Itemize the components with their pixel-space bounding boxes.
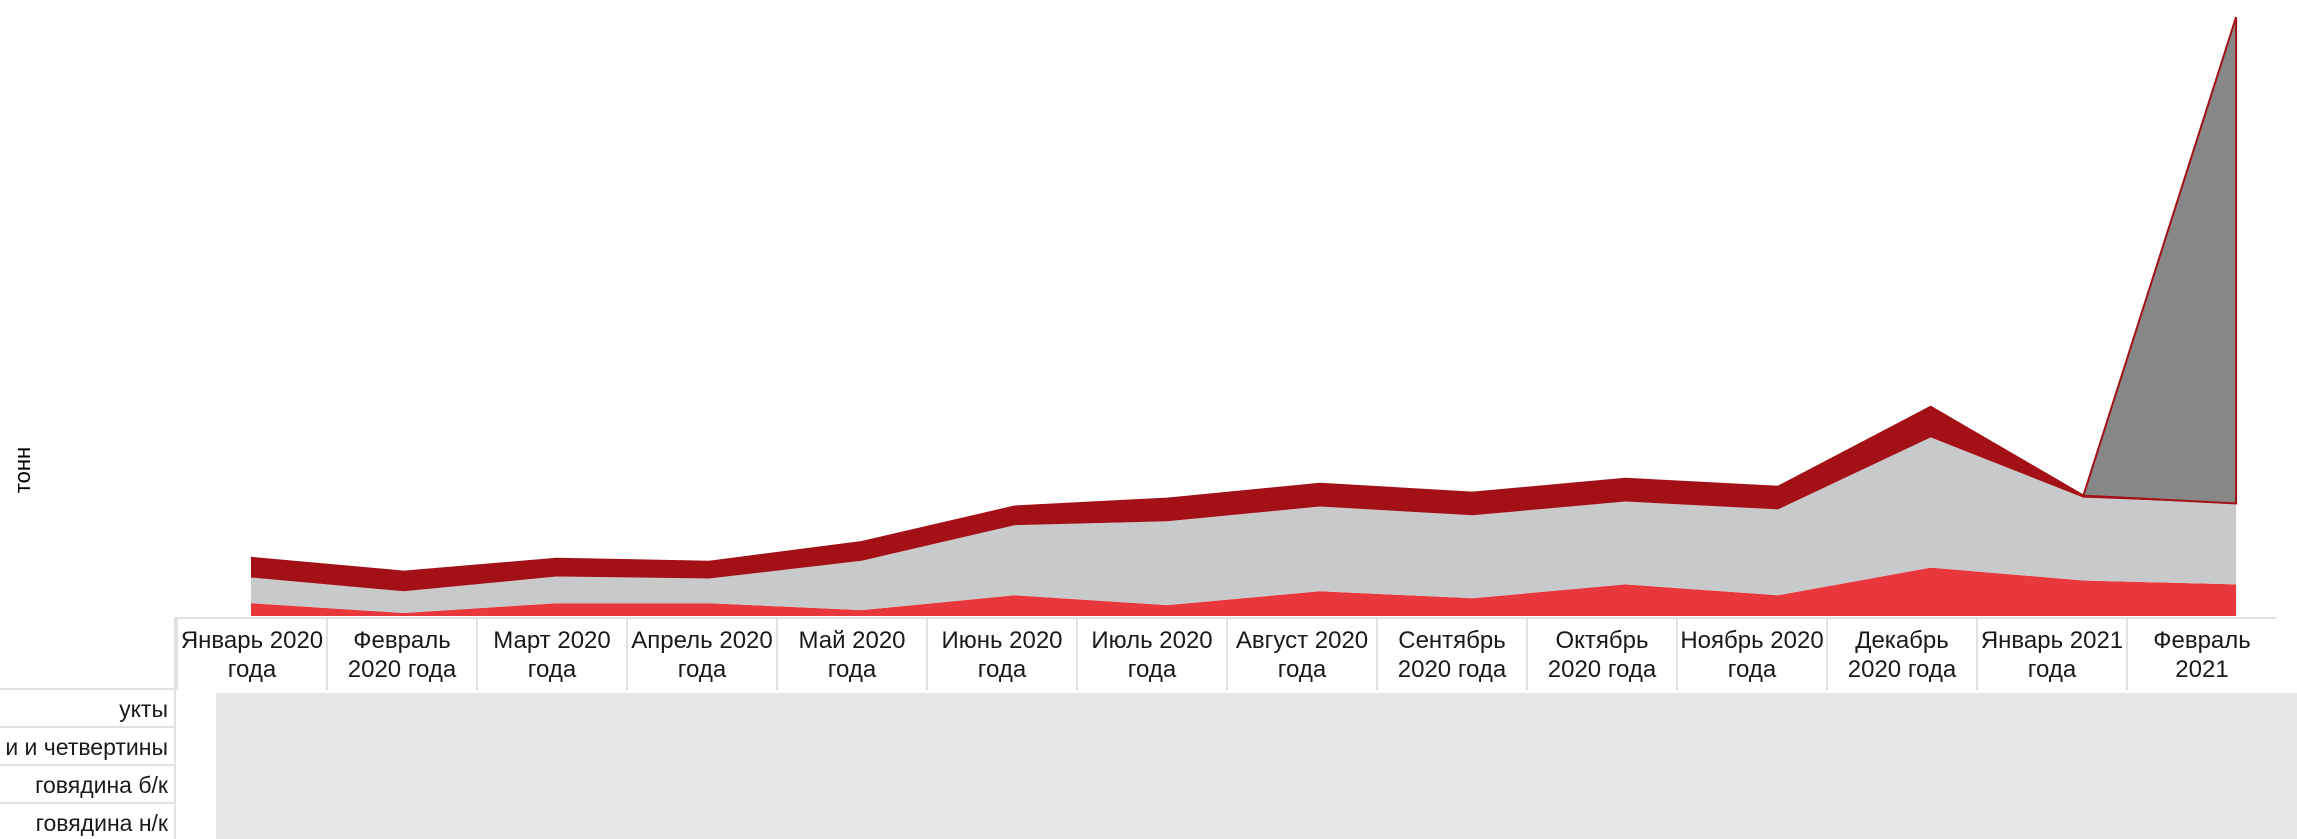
table-row-label-1: и и четвертины xyxy=(0,726,176,764)
category-label-0: Январь 2020 года xyxy=(176,619,326,690)
area-series-1 xyxy=(251,437,2237,613)
category-label-9: Октябрь 2020 года xyxy=(1526,619,1676,690)
y-axis-label: тонн xyxy=(8,430,38,510)
area-series-2 xyxy=(251,406,2237,592)
table-row-label-2: говядина б/к xyxy=(0,764,176,802)
table-header-row: Январь 2020 года Февраль 2020 года Март 20… xyxy=(176,617,2276,690)
table-divider xyxy=(174,617,176,839)
category-label-6: Июль 2020 года xyxy=(1076,619,1226,690)
table-row-label-3: говядина н/к xyxy=(0,802,176,839)
category-label-2: Март 2020 года xyxy=(476,619,626,690)
table-row-labels: укты и и четвертины говядина б/к говядина н… xyxy=(0,688,176,839)
table-row-label-0: укты xyxy=(0,688,176,726)
area-chart xyxy=(250,16,2238,616)
y-axis-label-text: тонн xyxy=(10,446,35,494)
category-label-10: Ноябрь 2020 года xyxy=(1676,619,1826,690)
category-label-12: Январь 2021 года xyxy=(1976,619,2126,690)
category-label-8: Сентябрь 2020 года xyxy=(1376,619,1526,690)
category-label-13: Февраль 2021 xyxy=(2126,619,2276,690)
area-series-3 xyxy=(250,16,2238,573)
category-label-11: Декабрь 2020 года xyxy=(1826,619,1976,690)
data-table: Январь 2020 года Февраль 2020 года Март 20… xyxy=(0,617,2297,839)
category-label-4: Май 2020 года xyxy=(776,619,926,690)
category-label-1: Февраль 2020 года xyxy=(326,619,476,690)
category-label-7: Август 2020 года xyxy=(1226,619,1376,690)
table-body xyxy=(216,693,2297,839)
category-label-3: Апрель 2020 года xyxy=(626,619,776,690)
category-label-5: Июнь 2020 года xyxy=(926,619,1076,690)
area-series-0 xyxy=(251,567,2237,616)
chart-areas xyxy=(250,16,2238,616)
